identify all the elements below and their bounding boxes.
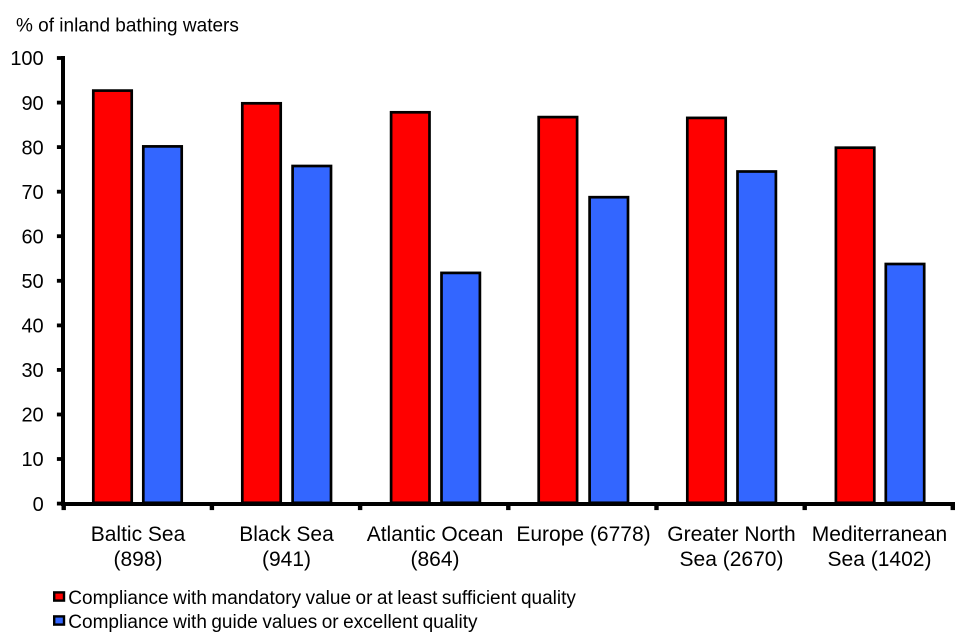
svg-text:(898): (898) (113, 548, 162, 571)
svg-text:Mediterranean: Mediterranean (812, 523, 947, 546)
svg-text:(941): (941) (262, 548, 311, 571)
svg-text:Compliance with guide values o: Compliance with guide values or excellen… (68, 612, 478, 633)
svg-text:10: 10 (21, 449, 43, 471)
svg-text:50: 50 (21, 271, 43, 293)
svg-text:0: 0 (33, 494, 44, 516)
svg-text:40: 40 (21, 316, 43, 338)
svg-text:Black Sea: Black Sea (239, 523, 334, 546)
svg-text:Greater North: Greater North (667, 523, 795, 546)
svg-text:100: 100 (10, 48, 43, 70)
svg-text:Europe (6778): Europe (6778) (516, 523, 650, 546)
svg-text:20: 20 (21, 405, 43, 427)
svg-text:60: 60 (21, 226, 43, 248)
svg-text:% of inland bathing waters: % of inland bathing waters (16, 15, 239, 36)
svg-text:(864): (864) (410, 548, 459, 571)
svg-text:70: 70 (21, 182, 43, 204)
svg-text:Sea (2670): Sea (2670) (680, 548, 784, 571)
svg-text:Atlantic Ocean: Atlantic Ocean (367, 523, 504, 546)
svg-text:Compliance with mandatory valu: Compliance with mandatory value or at le… (68, 588, 576, 609)
svg-text:30: 30 (21, 360, 43, 382)
svg-text:Baltic Sea: Baltic Sea (91, 523, 186, 546)
svg-text:90: 90 (21, 93, 43, 115)
svg-text:Sea (1402): Sea (1402) (828, 548, 932, 571)
svg-text:80: 80 (21, 137, 43, 159)
